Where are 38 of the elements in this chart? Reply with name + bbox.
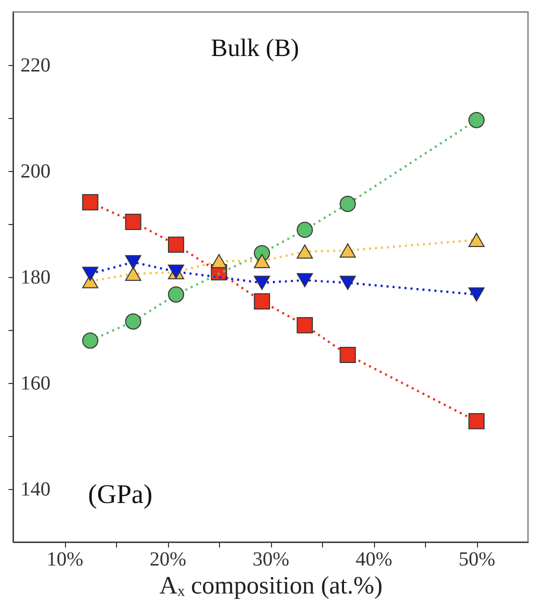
point (82, 332, 98, 349)
x-tick-label: 20% (150, 548, 186, 570)
annotation: (GPa) (88, 479, 152, 509)
y-tick-label: 220 (20, 54, 50, 76)
point (168, 236, 184, 253)
point (125, 313, 142, 330)
y-tick-label: 180 (20, 266, 50, 288)
point (125, 255, 142, 270)
point (254, 293, 270, 310)
point (468, 112, 485, 128)
point (340, 196, 356, 212)
y-tick-label: 140 (20, 478, 50, 500)
x-tick-label: 30% (252, 548, 290, 570)
x-tick-label: 40% (356, 548, 392, 570)
point (82, 266, 98, 281)
point (168, 286, 184, 303)
point (340, 276, 356, 290)
point (254, 254, 270, 268)
point (125, 214, 142, 230)
point (296, 222, 313, 238)
point (340, 346, 356, 363)
x-tick-label: 10% (46, 548, 84, 570)
point (82, 194, 98, 210)
point (296, 244, 313, 259)
x-axis-title: Aₓ composition (at.%) (159, 572, 383, 600)
point (468, 287, 485, 302)
point (125, 266, 142, 281)
point (468, 413, 485, 430)
point (210, 254, 228, 268)
x-tick-label: 50% (458, 548, 496, 570)
point (468, 232, 485, 247)
y-tick-label: 200 (20, 160, 50, 182)
point (254, 276, 270, 290)
point (340, 243, 356, 258)
point (296, 317, 313, 334)
text: Bulk (B) (210, 35, 300, 62)
y-tick-label: 160 (20, 372, 50, 394)
point (296, 273, 313, 288)
